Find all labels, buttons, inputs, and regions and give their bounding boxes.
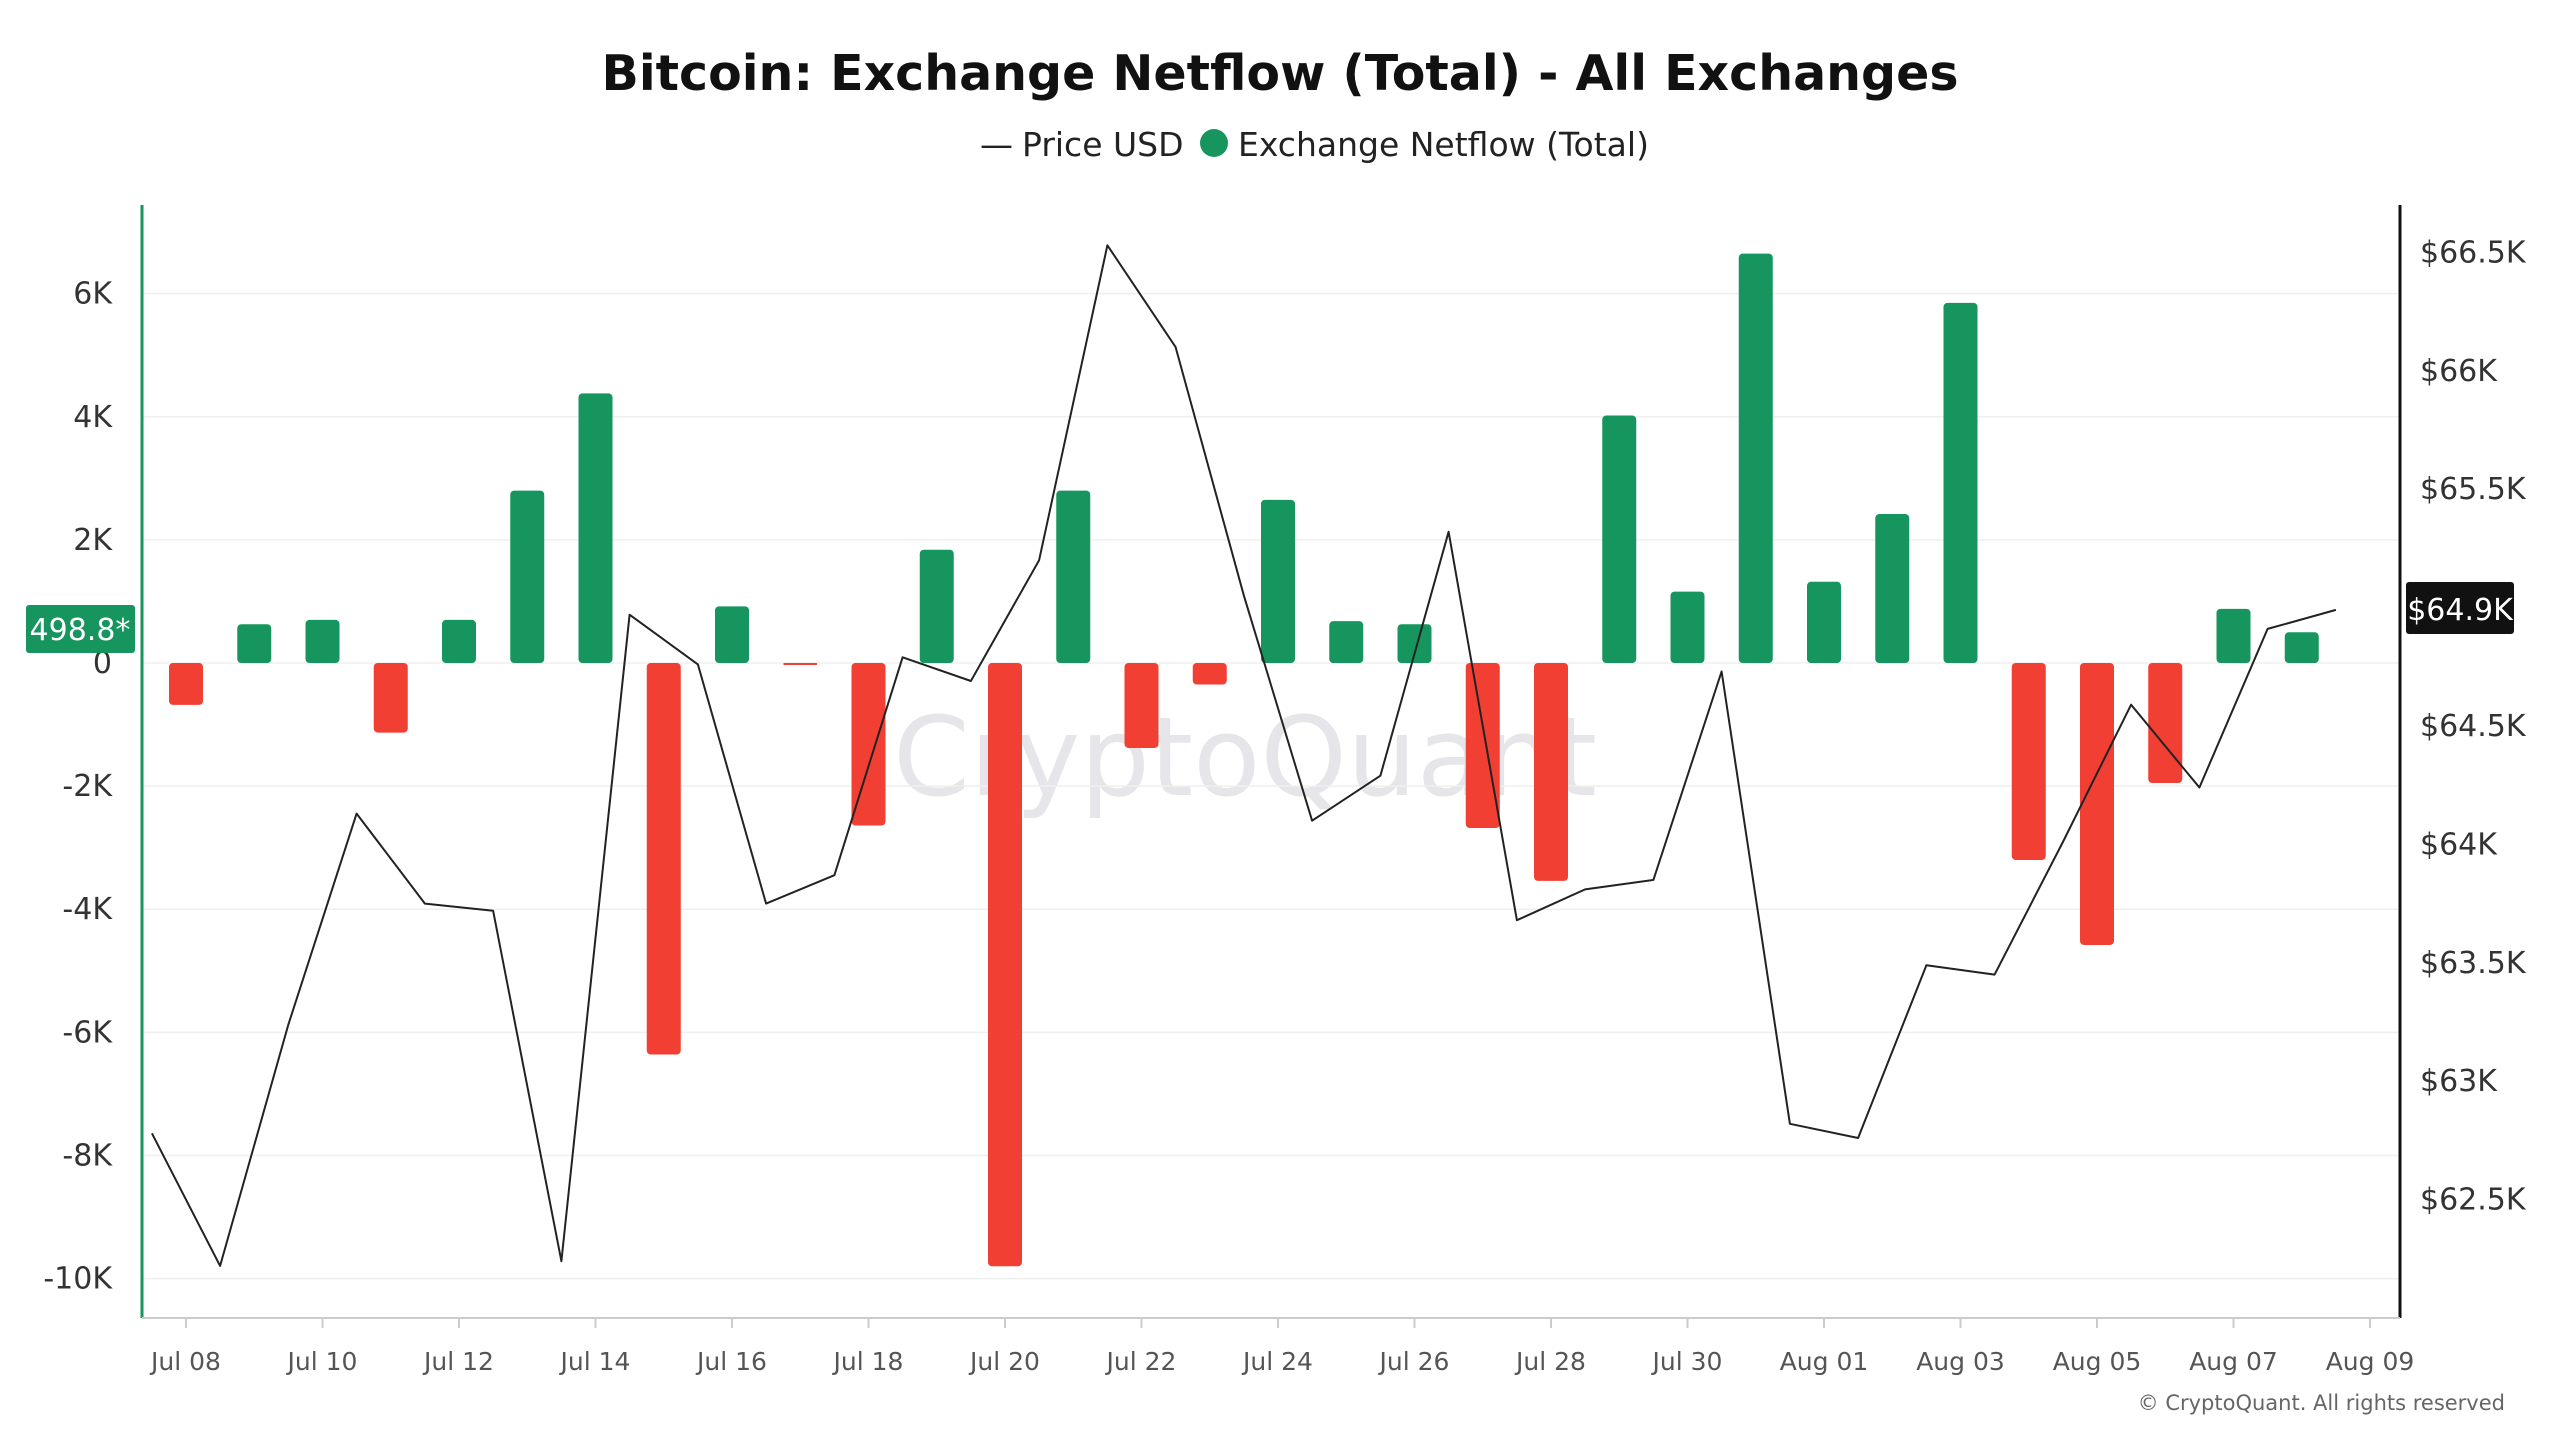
right-tick-label: $65.5K [2420,472,2527,507]
left-tick-label: -10K [43,1262,113,1297]
x-tick-label: Jul 28 [1514,1347,1586,1376]
netflow-bar-jul-17[interactable] [783,663,818,666]
left-tick-label: -6K [62,1015,113,1050]
legend-item-netflow[interactable]: Exchange Netflow (Total) [1200,125,1649,164]
axes [140,205,2402,1319]
legend: — Price USD Exchange Netflow (Total) [980,125,1649,164]
left-tick-label: 0 [93,646,112,681]
netflow-bar-aug-05[interactable] [2080,663,2114,945]
legend-item-price[interactable]: — Price USD [980,125,1184,164]
right-tick-label: $63.5K [2420,946,2527,981]
netflow-bar-aug-08[interactable] [2284,632,2319,664]
netflow-bar-jul-16[interactable] [715,606,749,664]
netflow-bar-jul-30[interactable] [1670,591,1705,664]
netflow-bar-jul-26[interactable] [1397,624,1432,664]
netflow-bar-aug-06[interactable] [2148,663,2183,784]
netflow-bar-jul-23[interactable] [1192,663,1227,685]
netflow-bar-aug-04[interactable] [2011,663,2046,860]
netflow-bar-aug-03[interactable] [1943,302,1978,664]
left-tick-label: 6K [73,277,113,312]
left-tick-label: -4K [62,892,113,927]
left-tick-label: -2K [62,769,113,804]
netflow-bar-jul-08[interactable] [169,663,203,705]
netflow-bar-jul-11[interactable] [373,663,408,733]
x-tick-label: Jul 08 [149,1347,221,1376]
current-netflow-badge-bg [26,605,135,653]
right-tick-label: $63K [2420,1064,2498,1099]
netflow-bar-jul-27[interactable] [1465,663,1500,828]
x-tick-label: Aug 03 [1916,1347,2005,1376]
netflow-bars [169,253,2319,1267]
netflow-bar-jul-18[interactable] [851,663,886,826]
x-tick-label: Jul 16 [695,1347,767,1376]
netflow-bar-aug-07[interactable] [2216,608,2251,664]
right-tick-label: $66K [2420,354,2498,389]
x-tick-label: Jul 18 [832,1347,904,1376]
right-tick-label: $62.5K [2420,1183,2527,1218]
grid-lines [142,292,2400,1280]
x-tick-label: Jul 12 [422,1347,494,1376]
netflow-bar-jul-21[interactable] [1056,490,1091,664]
netflow-bar-jul-12[interactable] [442,619,476,664]
current-price-badge-bg [2406,582,2514,634]
netflow-bar-jul-28[interactable] [1534,663,1568,881]
x-tick-label: Jul 22 [1105,1347,1177,1376]
current-netflow-badge: 498.8* [26,605,135,653]
legend-price-marker: — [980,125,1013,164]
x-tick-label: Jul 30 [1651,1347,1723,1376]
right-tick-label: $64K [2420,827,2498,862]
x-tick-label: Jul 14 [559,1347,631,1376]
x-tick-label: Jul 10 [286,1347,358,1376]
left-axis-ticks: 6K 4K 2K 0 -2K -4K -6K -8K -10K [43,277,113,1297]
legend-netflow-label: Exchange Netflow (Total) [1238,125,1649,164]
netflow-bar-jul-10[interactable] [305,619,340,664]
x-axis-ticks: Jul 08 Jul 10 Jul 12 Jul 14 Jul 16 Jul 18 Jul … [149,1318,2414,1376]
current-price-badge: $64.9K [2406,582,2514,634]
chart-title: Bitcoin: Exchange Netflow (Total) - All … [601,45,1958,102]
right-tick-label: $64.5K [2420,709,2527,744]
netflow-bar-aug-01[interactable] [1807,581,1841,664]
right-axis-ticks: $66.5K$66K$65.5K$65K$64.5K$64K$63.5K$63K… [2420,235,2527,1217]
x-tick-label: Aug 05 [2053,1347,2142,1376]
netflow-bar-jul-14[interactable] [578,393,613,664]
netflow-bar-jul-31[interactable] [1738,253,1773,664]
price-line [151,244,2337,1267]
netflow-bar-jul-20[interactable] [988,663,1022,1267]
legend-price-label: Price USD [1022,125,1184,164]
x-tick-label: Aug 09 [2326,1347,2415,1376]
netflow-bar-jul-15[interactable] [646,663,681,1055]
x-tick-label: Aug 07 [2189,1347,2278,1376]
x-tick-label: Jul 24 [1241,1347,1313,1376]
current-price-value: $64.9K [2407,593,2514,628]
current-netflow-value: 498.8* [30,613,131,648]
netflow-bar-jul-24[interactable] [1261,499,1295,664]
legend-netflow-dot [1200,129,1228,157]
price-usd-line [151,244,2337,1267]
left-tick-label: 2K [73,523,113,558]
netflow-bar-jul-29[interactable] [1602,415,1637,664]
left-tick-label: -8K [62,1138,113,1173]
right-tick-label: $66.5K [2420,235,2527,270]
copyright-notice: © CryptoQuant. All rights reserved [2138,1391,2505,1415]
netflow-bar-jul-13[interactable] [510,490,545,664]
x-tick-label: Jul 26 [1378,1347,1450,1376]
netflow-bar-aug-02[interactable] [1875,514,1910,664]
netflow-bar-jul-25[interactable] [1329,621,1364,664]
netflow-bar-jul-22[interactable] [1124,663,1159,748]
netflow-bar-jul-19[interactable] [919,549,954,664]
x-tick-label: Jul 20 [968,1347,1040,1376]
netflow-bar-jul-09[interactable] [237,624,272,664]
left-tick-label: 4K [73,400,113,435]
x-tick-label: Aug 01 [1780,1347,1869,1376]
